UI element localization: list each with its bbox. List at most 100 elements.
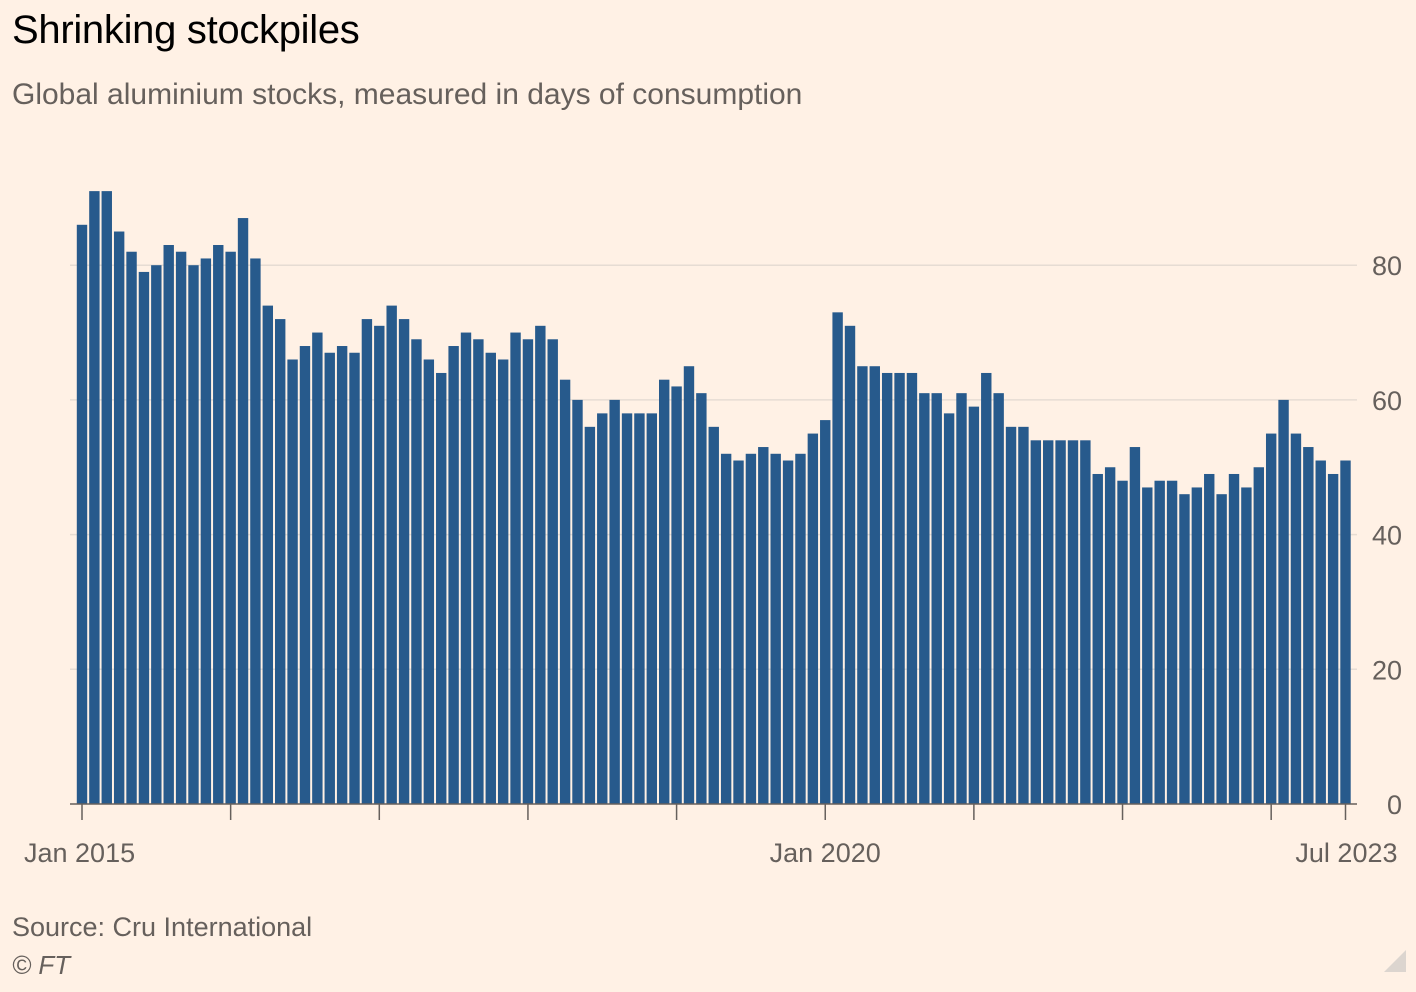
bar xyxy=(89,191,100,804)
bar xyxy=(535,325,546,804)
corner-fold-icon xyxy=(1384,950,1406,972)
bar xyxy=(770,453,781,804)
bar xyxy=(1340,460,1351,804)
bar xyxy=(1030,440,1042,804)
bar xyxy=(795,453,806,804)
bar xyxy=(646,413,658,804)
bar xyxy=(943,413,955,804)
bar xyxy=(485,352,496,804)
bar xyxy=(374,325,385,804)
bar xyxy=(584,426,596,804)
chart-title: Shrinking stockpiles xyxy=(12,8,360,52)
bar xyxy=(807,433,819,804)
bar xyxy=(1327,473,1339,804)
bar xyxy=(522,339,534,804)
bar xyxy=(76,224,88,805)
y-tick-label: 60 xyxy=(1372,386,1402,416)
bar xyxy=(336,346,348,804)
bar xyxy=(1129,447,1141,804)
bar xyxy=(1265,433,1277,804)
x-tick-label: Jul 2023 xyxy=(1295,838,1397,868)
bar xyxy=(745,453,757,804)
bar xyxy=(1067,440,1079,804)
bar xyxy=(213,245,224,804)
bar xyxy=(659,379,670,804)
bar xyxy=(844,325,856,804)
bar xyxy=(1179,494,1190,804)
bar xyxy=(138,271,150,804)
bar xyxy=(113,231,125,804)
bar xyxy=(473,339,484,804)
bar xyxy=(621,413,633,804)
bar xyxy=(634,413,645,804)
bar xyxy=(250,258,261,805)
bar xyxy=(188,265,199,804)
bar xyxy=(460,332,472,804)
bar xyxy=(720,453,732,804)
bar xyxy=(894,372,905,804)
bar xyxy=(175,251,187,805)
bar xyxy=(1092,473,1103,804)
bar xyxy=(1154,480,1165,804)
bar xyxy=(906,372,918,804)
bar xyxy=(708,426,719,804)
bar xyxy=(411,339,422,804)
bar xyxy=(1241,487,1252,804)
bar xyxy=(1043,440,1054,804)
bar xyxy=(559,379,571,804)
y-tick-label: 80 xyxy=(1372,251,1402,281)
bar xyxy=(101,191,112,804)
bars xyxy=(76,191,1351,805)
bar xyxy=(1216,494,1227,804)
bar xyxy=(287,359,298,804)
bar xyxy=(436,372,447,804)
bar xyxy=(993,393,1004,804)
bar xyxy=(758,447,769,804)
bar xyxy=(312,332,323,804)
bar xyxy=(361,319,373,804)
bar xyxy=(572,399,583,804)
bar xyxy=(448,346,459,804)
bar xyxy=(1253,467,1264,804)
x-axis: Jan 2015 Jan 2020 Jul 2023 xyxy=(24,803,1398,868)
bar xyxy=(547,339,558,804)
bar xyxy=(1278,399,1289,804)
bar xyxy=(398,319,410,804)
bar xyxy=(820,420,831,804)
bar xyxy=(869,366,880,804)
bar xyxy=(1080,440,1091,804)
bar xyxy=(733,460,744,804)
bar xyxy=(782,460,794,804)
bar xyxy=(349,352,360,804)
bar xyxy=(597,413,608,804)
bar xyxy=(1303,447,1314,804)
bar xyxy=(968,406,980,804)
bar xyxy=(126,251,137,805)
bar xyxy=(237,218,249,805)
bar xyxy=(981,372,992,804)
y-axis: 0 20 40 60 80 xyxy=(1372,251,1402,820)
y-tick-label: 20 xyxy=(1372,655,1402,685)
bar xyxy=(299,346,311,804)
bar xyxy=(956,393,967,804)
bar xyxy=(1290,433,1302,804)
bar xyxy=(919,393,930,804)
bar xyxy=(1117,480,1128,804)
bar xyxy=(262,305,274,804)
bar xyxy=(1315,460,1326,804)
bar xyxy=(881,372,893,804)
bar xyxy=(324,352,335,804)
copyright-note: © FT xyxy=(12,950,71,980)
bar xyxy=(1204,473,1215,804)
x-tick-label: Jan 2015 xyxy=(24,838,135,868)
bar xyxy=(931,393,942,804)
bar xyxy=(671,386,682,804)
bar xyxy=(857,366,868,804)
bar xyxy=(151,265,162,804)
bar xyxy=(386,305,397,804)
bar xyxy=(163,245,174,804)
bar xyxy=(1055,440,1066,804)
bar xyxy=(696,393,707,804)
bar xyxy=(1018,426,1029,804)
bar xyxy=(1191,487,1203,804)
